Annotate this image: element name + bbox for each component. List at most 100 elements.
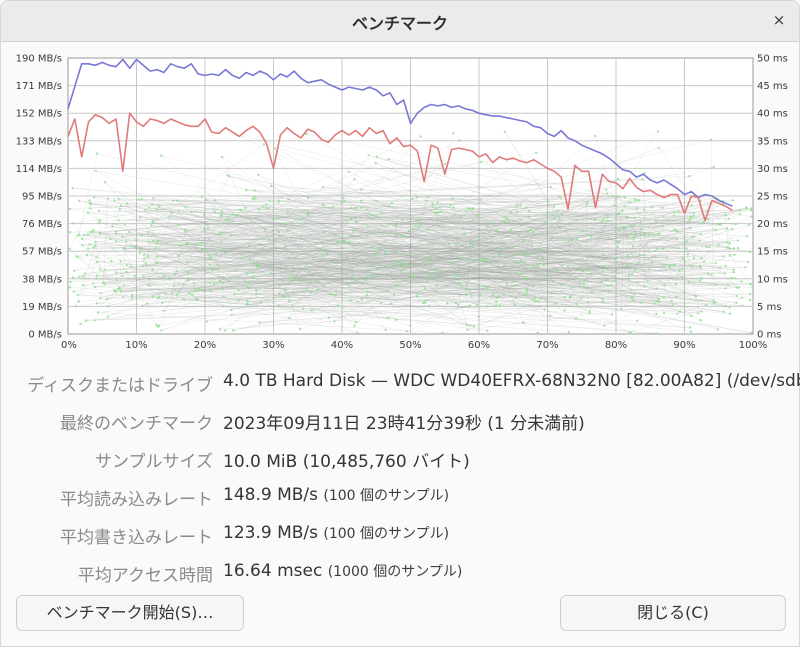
access-time-point: [613, 257, 616, 261]
access-time-point: [479, 198, 482, 201]
access-time-point: [546, 199, 549, 203]
access-time-point: [230, 234, 233, 237]
access-time-point: [498, 253, 501, 257]
access-time-point: [377, 216, 380, 219]
access-time-point: [546, 277, 549, 280]
access-time-point: [227, 216, 230, 219]
access-time-point: [635, 199, 638, 202]
access-time-point: [390, 202, 393, 205]
access-time-point: [586, 200, 589, 204]
access-time-point: [133, 245, 136, 249]
access-time-point: [531, 285, 535, 288]
info-row-last-benchmark: 最終のベンチマーク 2023年09月11日 23時41分39秒 (1 分未満前): [1, 405, 800, 435]
access-time-point: [478, 284, 481, 288]
access-time-point: [615, 256, 619, 260]
access-time-point: [642, 234, 645, 237]
start-benchmark-button[interactable]: ベンチマーク開始(S)…: [16, 595, 244, 631]
access-time-point: [691, 265, 694, 268]
access-time-point: [715, 283, 718, 286]
access-time-point: [170, 211, 173, 215]
info-value: 2023年09月11日 23時41分39秒 (1 分未満前): [223, 409, 585, 434]
access-time-point: [560, 283, 563, 287]
access-time-point: [117, 219, 120, 222]
access-time-point: [257, 173, 260, 176]
access-time-point: [113, 289, 116, 292]
access-time-point: [735, 294, 739, 298]
close-button[interactable]: 閉じる(C): [560, 595, 786, 631]
access-time-point: [653, 302, 657, 305]
access-time-point: [699, 279, 702, 282]
access-time-point: [417, 226, 420, 230]
access-time-point: [118, 287, 122, 291]
access-time-point: [567, 331, 571, 334]
access-time-point: [130, 296, 133, 299]
access-time-point: [284, 222, 288, 225]
axis-ticks: 0 MB/s 19 MB/s 38 MB/s 57 MB/s 76 MB/s 95 MB/…: [16, 54, 788, 352]
access-time-point: [194, 297, 197, 300]
access-time-point: [300, 217, 304, 221]
access-time-point: [481, 259, 484, 263]
access-time-point: [575, 302, 578, 306]
access-time-point: [307, 270, 310, 274]
access-time-point: [551, 213, 554, 217]
access-time-point: [707, 250, 710, 253]
access-time-point: [356, 331, 359, 334]
access-time-point: [465, 323, 468, 327]
access-time-point: [732, 247, 736, 250]
access-time-point: [221, 288, 224, 291]
access-time-point: [375, 200, 378, 203]
access-time-point: [277, 304, 280, 307]
access-time-point: [401, 265, 405, 268]
access-time-point: [366, 225, 369, 229]
access-time-point: [435, 284, 438, 287]
info-label: 平均アクセス時間: [77, 566, 213, 586]
access-time-point: [497, 295, 500, 298]
access-time-point: [583, 279, 586, 282]
access-time-point: [516, 203, 519, 207]
access-time-point: [325, 253, 329, 256]
access-time-point: [678, 269, 681, 272]
access-time-point: [264, 287, 267, 290]
access-time-point: [81, 284, 85, 287]
access-time-point: [503, 242, 506, 245]
access-time-point: [524, 277, 527, 281]
access-time-point: [342, 197, 345, 200]
access-time-point: [217, 233, 220, 236]
access-time-point: [738, 213, 742, 216]
access-time-point: [618, 229, 621, 232]
access-time-point: [157, 295, 161, 298]
access-time-point: [306, 287, 309, 290]
access-time-point: [521, 239, 525, 242]
access-time-point: [129, 265, 132, 268]
access-time-point: [516, 210, 519, 214]
access-time-point: [717, 222, 720, 226]
access-time-point: [392, 264, 395, 268]
access-time-point: [454, 274, 457, 277]
access-time-point: [284, 244, 287, 248]
access-time-point: [72, 290, 76, 293]
access-time-point: [299, 327, 302, 331]
access-time-point: [609, 222, 612, 225]
close-icon[interactable]: ×: [772, 11, 786, 29]
access-time-point: [559, 197, 563, 200]
info-row-avg-read: 平均読み込みレート 148.9 MB/s (100 個のサンプル): [1, 481, 800, 511]
access-time-point: [685, 240, 688, 243]
access-time-point: [171, 199, 175, 202]
access-time-point: [111, 225, 114, 228]
access-time-point: [184, 230, 187, 233]
access-time-point: [371, 214, 374, 217]
access-time-point: [662, 215, 665, 219]
access-time-point: [178, 244, 181, 247]
access-time-point: [527, 229, 530, 233]
access-time-point: [652, 233, 656, 236]
access-time-point: [204, 247, 208, 251]
access-time-point: [227, 280, 230, 283]
access-time-point: [503, 220, 506, 223]
access-time-point: [661, 224, 664, 228]
access-time-point: [143, 253, 146, 256]
access-time-point: [426, 228, 430, 231]
access-time-point: [395, 252, 398, 255]
access-time-point: [699, 318, 702, 322]
access-time-point: [673, 228, 676, 231]
access-time-point: [336, 304, 340, 307]
